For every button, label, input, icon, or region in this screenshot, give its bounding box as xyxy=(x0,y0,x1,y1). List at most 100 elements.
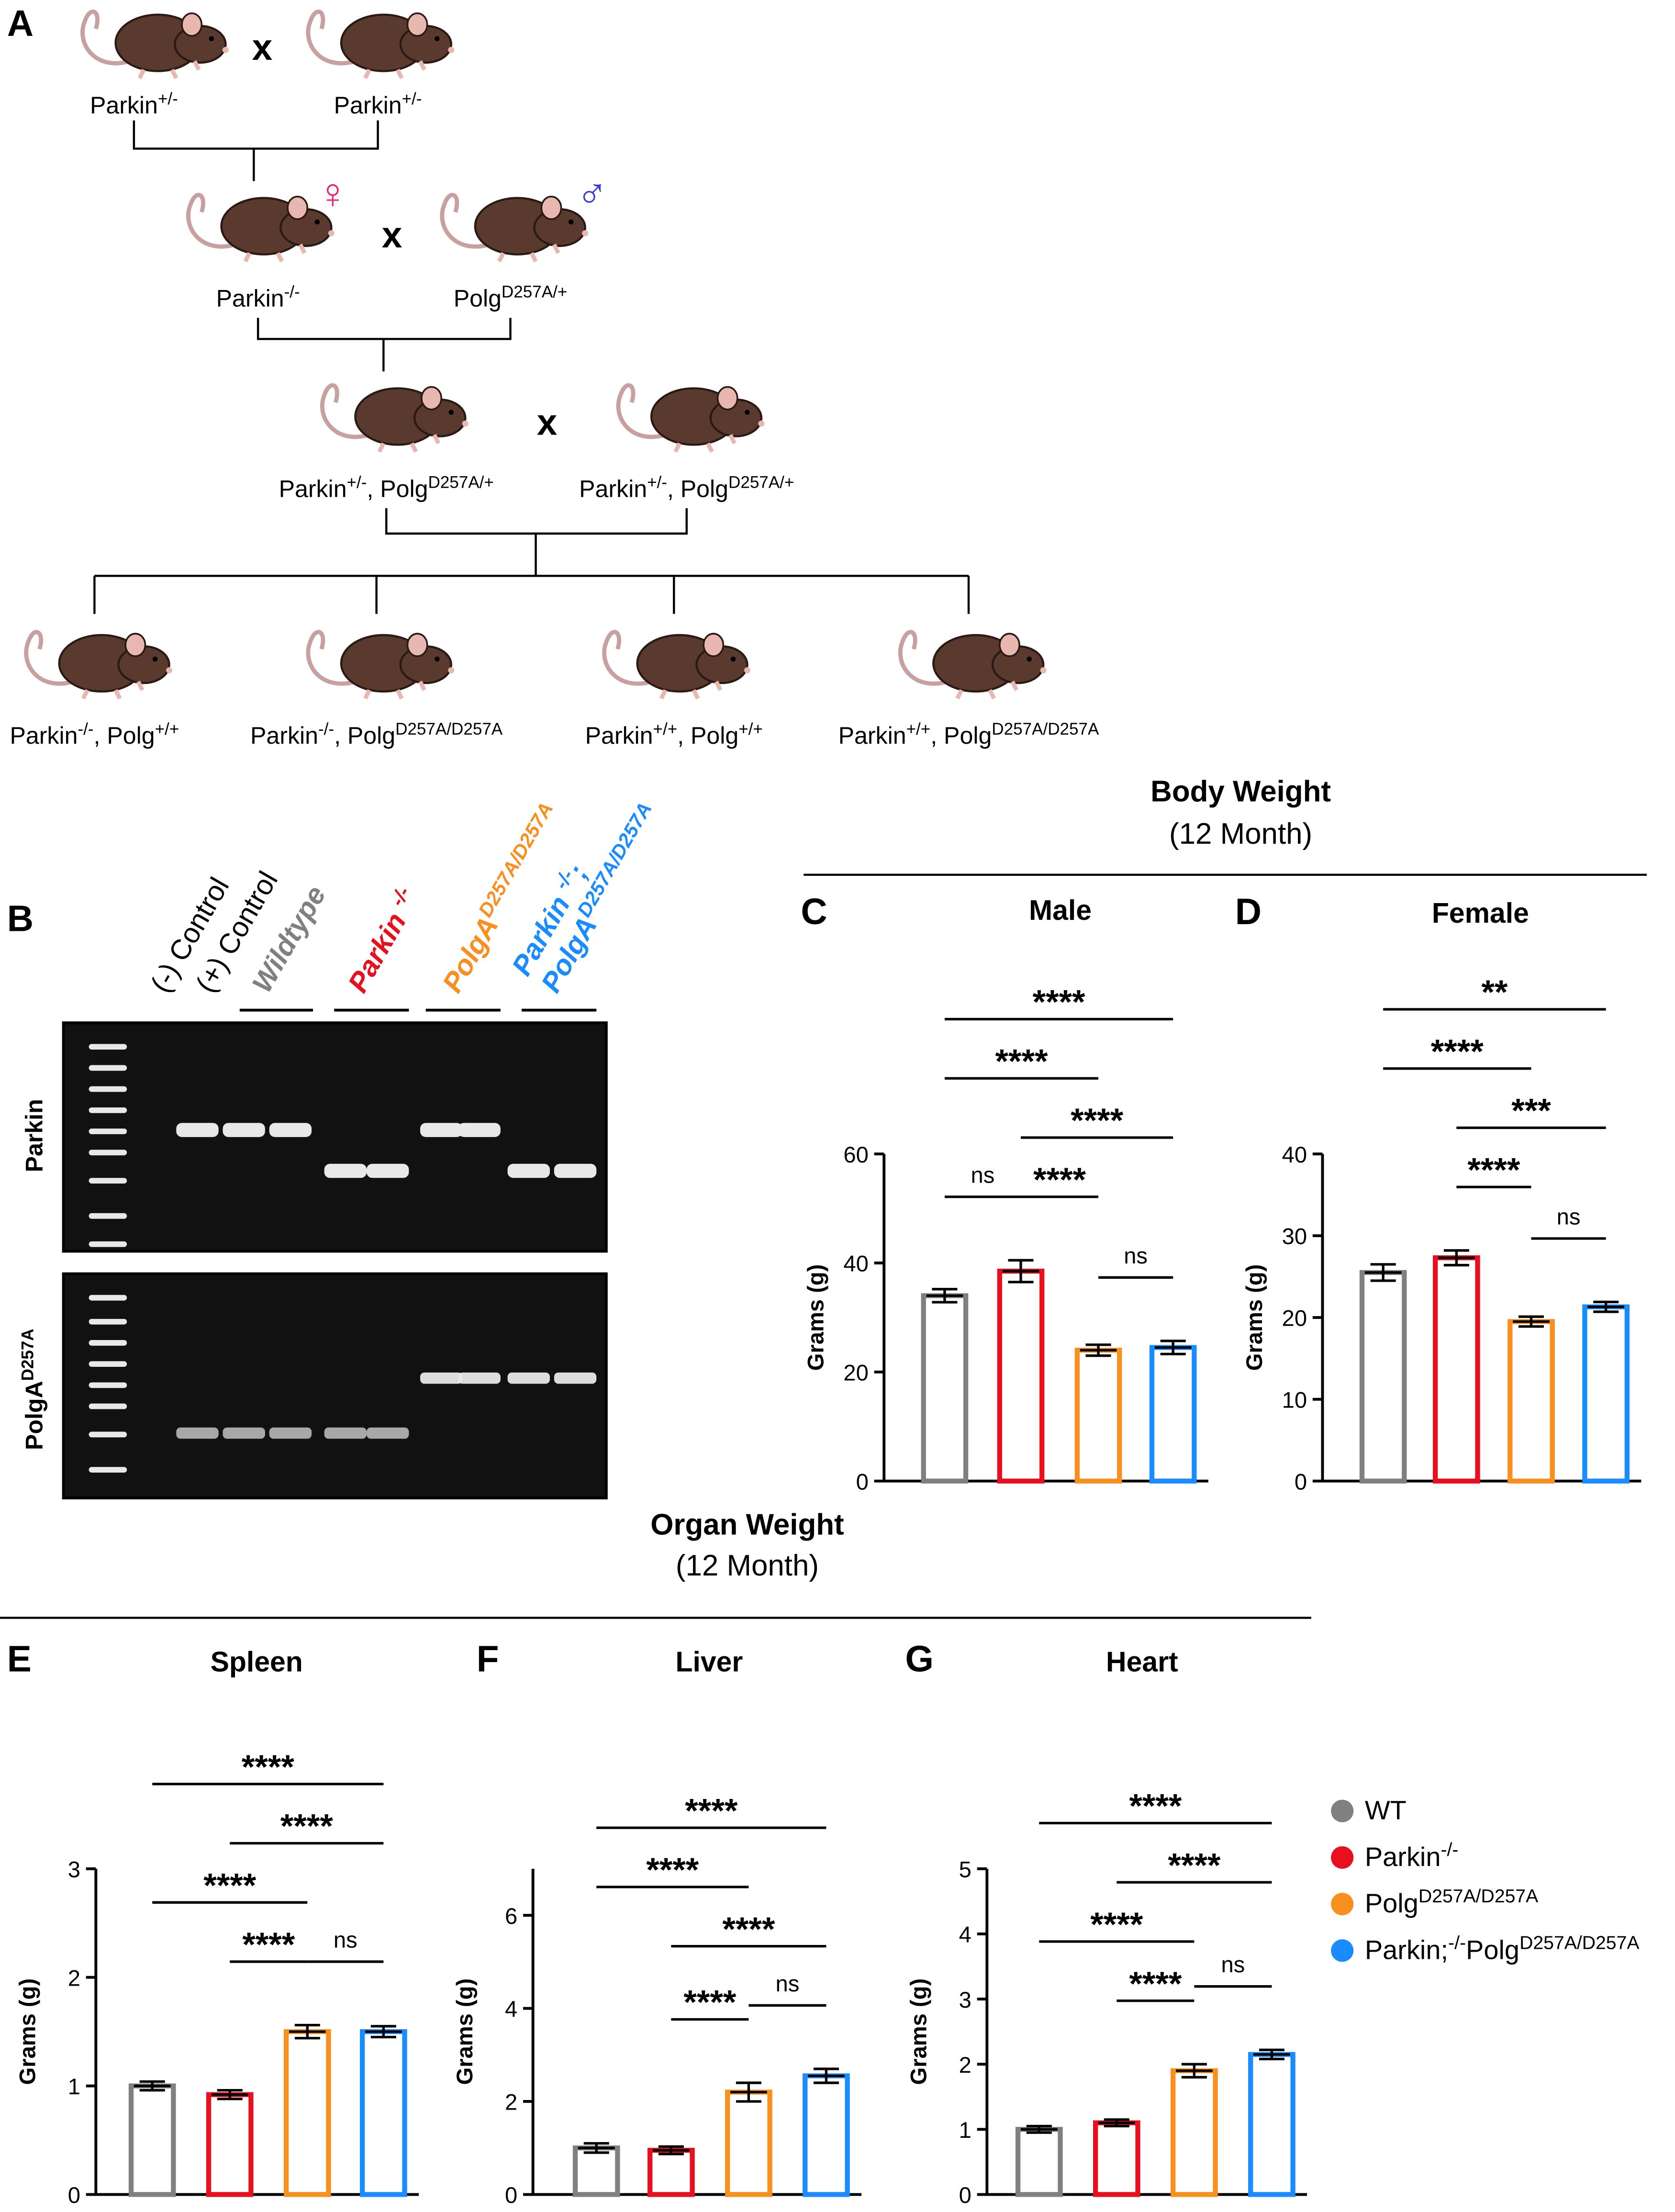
genotype-label: Parkin-/-, PolgD257A/D257A xyxy=(250,719,503,749)
error-bar xyxy=(926,1288,963,1304)
chart-title: Spleen xyxy=(211,1646,303,1677)
gel-row-label: Parkin xyxy=(21,1099,47,1172)
gel-row-label-part: Parkin xyxy=(21,1099,47,1172)
genotype-label-part: D257A/D257A xyxy=(395,719,503,738)
genotype-label-part: Parkin xyxy=(250,722,318,749)
bar xyxy=(1015,2127,1063,2197)
gel xyxy=(62,1008,608,1499)
legend-label-part: WT xyxy=(1365,1795,1407,1825)
male-symbol: ♂ xyxy=(576,169,608,217)
lane-label-part: PolgA xyxy=(436,912,504,998)
legend-label: PolgD257A/D257A xyxy=(1365,1886,1539,1918)
gel-image xyxy=(62,1272,608,1499)
error-bar xyxy=(730,2081,767,2103)
mouse xyxy=(308,11,454,78)
chart-title: Liver xyxy=(676,1646,743,1677)
y-tick-label: 2 xyxy=(505,2089,517,2115)
lane-header: Parkin -/- xyxy=(342,883,416,997)
significance-label: **** xyxy=(1071,1101,1124,1139)
y-tick-label: 6 xyxy=(505,1903,517,1929)
bar xyxy=(1171,2068,1218,2197)
panel-letter: C xyxy=(801,892,827,932)
ladder-band xyxy=(89,1128,127,1134)
genotype-label: Parkin+/+, PolgD257A/D257A xyxy=(838,719,1099,749)
bar xyxy=(1433,1255,1480,1484)
genotype-label-part: +/- xyxy=(158,89,178,108)
genotype-label-part: +/+ xyxy=(155,719,179,738)
mouse xyxy=(442,195,588,261)
significance-label: **** xyxy=(1090,1905,1143,1943)
gel-band xyxy=(420,1372,463,1384)
genotype-label-part: , Polg xyxy=(930,722,992,749)
genotype-label-part: D257A/+ xyxy=(728,473,794,492)
significance-label: **** xyxy=(242,1925,295,1963)
genotype-label-part: +/- xyxy=(402,89,422,108)
error-bar xyxy=(134,2080,171,2092)
error-bar xyxy=(1364,1263,1402,1282)
genotype-label: Parkin+/- xyxy=(334,89,422,119)
genotype-label-part: -/- xyxy=(284,282,300,301)
bar xyxy=(725,2089,772,2197)
genotype-label-part: Parkin xyxy=(90,92,158,119)
cross-symbol: x xyxy=(537,402,558,443)
y-axis-label: Grams (g) xyxy=(15,1978,40,2085)
mouse xyxy=(82,11,228,78)
genotype-label: Parkin+/-, PolgD257A/+ xyxy=(279,473,494,503)
gel-band xyxy=(269,1427,312,1439)
bar xyxy=(283,2029,331,2197)
bar xyxy=(648,2147,695,2197)
y-tick-label: 20 xyxy=(1282,1306,1307,1331)
y-tick-label: 1 xyxy=(68,2074,80,2099)
gel-band xyxy=(324,1163,367,1178)
significance-label: **** xyxy=(1033,1161,1086,1198)
ladder-band xyxy=(89,1382,127,1388)
legend-marker xyxy=(1331,1846,1354,1869)
mouse xyxy=(308,632,454,699)
ladder-band xyxy=(89,1318,127,1325)
significance-label: **** xyxy=(995,1042,1048,1080)
bar xyxy=(1359,1270,1407,1484)
bar xyxy=(206,2092,254,2197)
error-bar xyxy=(1080,1343,1117,1357)
gel-band xyxy=(554,1163,597,1178)
bar xyxy=(1093,2120,1140,2197)
significance-label: **** xyxy=(722,1910,775,1948)
section-subtitle: (12 Month) xyxy=(1169,817,1312,850)
genotype-label: Parkin+/- xyxy=(90,89,178,119)
significance-label: **** xyxy=(1431,1032,1484,1070)
genotype-label-part: , Polg xyxy=(334,722,395,749)
genotype-label-part: +/+ xyxy=(653,719,678,738)
bar xyxy=(359,2029,407,2197)
gel-band xyxy=(507,1372,550,1384)
ladder-band xyxy=(89,1086,127,1092)
legend-label: Parkin;-/-PolgD257A/D257A xyxy=(1365,1933,1640,1965)
lane-label-part: D257A/D257A xyxy=(573,799,656,921)
legend-label-part: Polg xyxy=(1466,1934,1519,1965)
gel-band xyxy=(176,1427,219,1439)
genotype-label-part: D257A/+ xyxy=(428,473,493,492)
error-bar xyxy=(578,2142,615,2154)
ladder-band xyxy=(89,1065,127,1071)
genotype-label-part: D257A/+ xyxy=(502,282,567,301)
significance-label: ns xyxy=(1557,1204,1581,1229)
mouse xyxy=(26,632,172,699)
gel-image xyxy=(62,1021,608,1253)
gel-band xyxy=(223,1427,265,1439)
panel-letter: F xyxy=(477,1639,499,1679)
genotype-label-part: Parkin xyxy=(334,92,402,119)
legend-marker xyxy=(1331,1939,1354,1962)
gel-band xyxy=(324,1427,367,1439)
bar xyxy=(1582,1304,1630,1484)
y-axis-label: Grams (g) xyxy=(906,1978,931,2085)
significance-label: **** xyxy=(1129,1787,1182,1825)
ladder-band xyxy=(89,1044,127,1050)
panel-letter: D xyxy=(1235,892,1262,932)
legend-marker xyxy=(1331,1799,1354,1822)
legend-label: Parkin-/- xyxy=(1365,1839,1459,1872)
genotype-label-part: D257A/D257A xyxy=(992,719,1099,738)
significance-label: ns xyxy=(1124,1243,1148,1268)
genotype-label-part: +/- xyxy=(647,473,667,492)
significance-label: **** xyxy=(646,1851,699,1888)
gel-band xyxy=(458,1372,501,1384)
error-bar xyxy=(289,2023,326,2040)
